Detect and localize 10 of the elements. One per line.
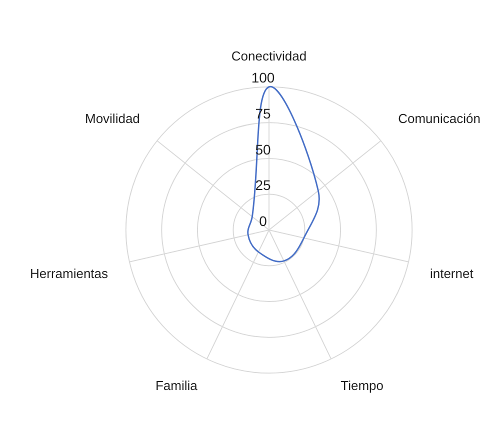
y-tick-label: 25 [255,177,271,194]
spoke-label: internet [430,266,474,282]
spoke-label: Movilidad [84,110,140,126]
y-tick-label: 0 [259,212,268,229]
spoke-label: Familia [155,378,198,394]
spoke-label: Conectividad [231,48,307,64]
y-tick-label: 100 [251,70,275,86]
spoke-label: Tiempo [340,378,384,394]
spoke-label: Herramientas [30,266,109,282]
spoke-label: Comunicación [398,110,480,126]
